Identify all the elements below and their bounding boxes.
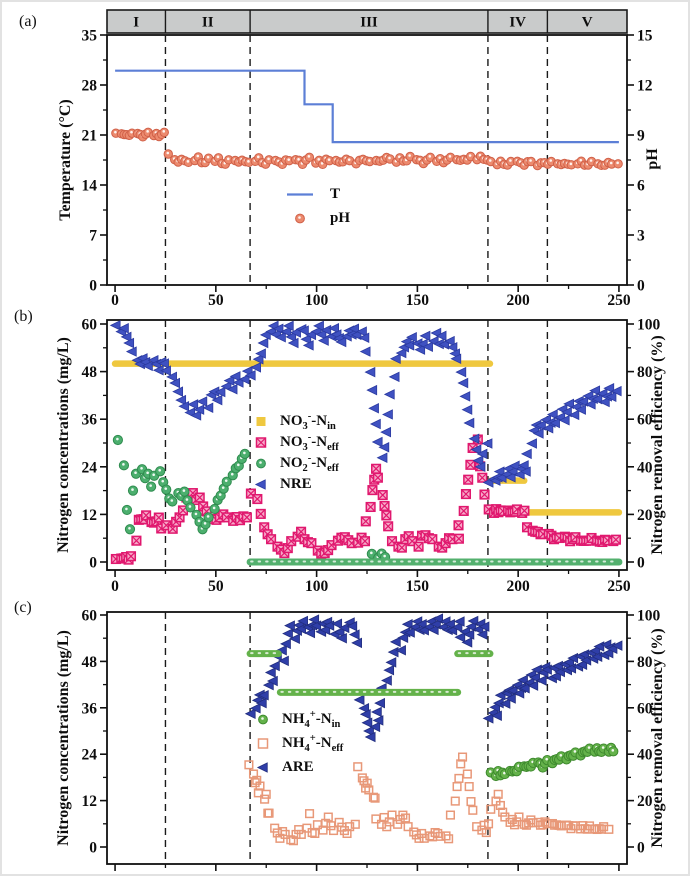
panel-b-legend: NO3--Nin NO3--Neff NO2--Neff NRE <box>252 411 339 495</box>
svg-text:40: 40 <box>637 459 653 476</box>
ball-legend-marker-icon <box>295 213 305 223</box>
svg-text:20: 20 <box>637 793 653 810</box>
legend-item: NRE <box>252 474 339 495</box>
panel-b-letter: (b) <box>14 308 33 325</box>
svg-text:28: 28 <box>82 78 98 95</box>
svg-text:14: 14 <box>82 178 98 195</box>
ball-legend-marker-icon <box>256 458 266 469</box>
svg-text:80: 80 <box>637 654 653 671</box>
svg-text:0: 0 <box>637 278 645 295</box>
svg-text:100: 100 <box>305 292 329 309</box>
panel-c-legend: NH4+-Nin NH4+-Neff ARE <box>254 707 343 779</box>
svg-text:48: 48 <box>82 654 98 671</box>
phase-bar: I II III IV V <box>106 9 628 34</box>
svg-text:200: 200 <box>507 578 531 595</box>
legend-label: NO3--Nin <box>280 411 336 432</box>
legend-item: T <box>280 182 350 206</box>
svg-text:15: 15 <box>637 28 653 45</box>
svg-text:III: III <box>360 15 378 31</box>
legend-item: NO2--Neff <box>252 453 339 474</box>
ball-legend-marker-icon <box>258 714 268 724</box>
panel-a-plot: 0 50 100 150 200 250 0 7 14 21 28 35 0 3 6 9 12 15 <box>82 28 653 310</box>
svg-text:0: 0 <box>89 840 97 857</box>
svg-text:24: 24 <box>82 747 98 764</box>
svg-text:150: 150 <box>406 292 430 309</box>
osquare-legend-marker-icon <box>257 737 269 749</box>
legend-item: NH4+-Nin <box>254 707 343 731</box>
panel-c-right-axis-title: Nitrogen removal efficiency (%) <box>649 628 666 848</box>
legend-item: NH4+-Neff <box>254 731 343 755</box>
panel-a-left-axis-title: Temperature (°C) <box>57 99 74 221</box>
svg-text:0: 0 <box>89 278 97 295</box>
legend-label: NRE <box>280 476 312 492</box>
panel-c-plot: 0 12 24 36 48 60 0 20 40 60 80 100 <box>82 608 661 871</box>
svg-text:20: 20 <box>637 507 653 524</box>
svg-text:100: 100 <box>637 317 661 334</box>
svg-text:50: 50 <box>208 292 224 309</box>
svg-text:40: 40 <box>637 747 653 764</box>
svg-text:0: 0 <box>111 578 119 595</box>
svg-text:V: V <box>582 15 593 31</box>
svg-text:12: 12 <box>82 507 98 524</box>
svg-text:100: 100 <box>305 578 329 595</box>
panel-a-right-axis-title: pH <box>644 148 661 170</box>
svg-text:250: 250 <box>607 292 631 309</box>
panel-c-left-axis-title: Nitrogen concentrations (mg/L) <box>55 630 72 846</box>
panel-b-plot: 0 50 100 150 200 250 0 12 24 36 48 60 0 20 40 60 80 100 <box>82 317 661 596</box>
svg-text:0: 0 <box>637 840 645 857</box>
svg-text:60: 60 <box>82 608 98 625</box>
svg-text:36: 36 <box>82 412 98 429</box>
svg-text:150: 150 <box>406 578 430 595</box>
svg-text:250: 250 <box>607 578 631 595</box>
legend-item: NO3--Neff <box>252 432 339 453</box>
svg-text:80: 80 <box>637 364 653 381</box>
legend-item: ARE <box>254 755 343 779</box>
panel-b-right-axis-title: Nitrogen removal efficiency (%) <box>649 335 666 555</box>
legend-label: T <box>330 185 341 202</box>
svg-text:35: 35 <box>82 28 98 45</box>
svg-text:7: 7 <box>89 228 97 245</box>
legend-label: NH4+-Nin <box>282 708 341 730</box>
svg-text:0: 0 <box>111 292 119 309</box>
square-legend-marker-icon <box>256 417 266 426</box>
svg-text:II: II <box>202 15 214 31</box>
panel-a-letter: (a) <box>19 13 37 30</box>
panel-c-letter: (c) <box>14 599 32 616</box>
svg-text:9: 9 <box>637 128 645 145</box>
svg-text:60: 60 <box>82 317 98 334</box>
svg-text:0: 0 <box>637 555 645 572</box>
svg-text:21: 21 <box>82 128 98 145</box>
legend-item: pH <box>280 206 350 230</box>
svg-text:12: 12 <box>637 78 653 95</box>
panel-b-left-axis-title: Nitrogen concentrations (mg/L) <box>55 337 72 553</box>
svg-text:12: 12 <box>82 793 98 810</box>
legend-item: NO3--Nin <box>252 411 339 432</box>
legend-label: NO3--Neff <box>280 432 339 453</box>
line-legend-marker-icon <box>287 192 313 196</box>
ltriangle-legend-marker-icon <box>254 479 266 490</box>
svg-text:48: 48 <box>82 364 98 381</box>
svg-text:50: 50 <box>208 578 224 595</box>
svg-text:24: 24 <box>82 459 98 476</box>
svg-text:3: 3 <box>637 228 645 245</box>
ltriangle-legend-marker-icon <box>256 761 268 773</box>
svg-text:36: 36 <box>82 700 98 717</box>
svg-text:0: 0 <box>89 555 97 572</box>
legend-label: pH <box>330 209 351 226</box>
svg-text:60: 60 <box>637 700 653 717</box>
legend-label: ARE <box>282 758 314 775</box>
svg-text:100: 100 <box>637 608 661 625</box>
svg-text:200: 200 <box>507 292 531 309</box>
legend-label: NO2--Neff <box>280 453 339 474</box>
svg-text:60: 60 <box>637 412 653 429</box>
svg-text:I: I <box>133 15 139 31</box>
svg-text:6: 6 <box>637 178 645 195</box>
legend-label: NH4+-Neff <box>282 732 344 754</box>
xsquare-legend-marker-icon <box>255 437 267 448</box>
svg-text:IV: IV <box>509 15 526 31</box>
